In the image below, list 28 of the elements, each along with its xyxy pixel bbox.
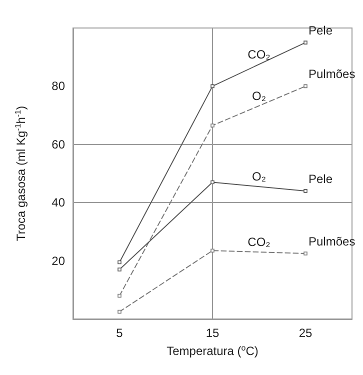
y-tick-label: 40 [52,196,66,210]
annotation: CO₂ [248,47,271,62]
point [210,124,214,128]
y-tick-label: 20 [52,254,66,268]
annotation: O₂ [252,88,266,103]
point [304,84,308,88]
point [118,310,122,314]
point [210,248,214,253]
annotation: Pulmões [308,234,356,249]
annotation: Pulmões [308,67,356,82]
point [118,294,122,298]
annotation: Pele [308,24,333,38]
point [304,40,308,44]
point [304,252,308,256]
annotation: Pele [308,172,333,186]
point [118,260,122,264]
annotation: O₂ [252,170,266,184]
x-tick-label: 15 [206,326,220,340]
point [210,180,214,184]
annotation: CO₂ [248,235,271,250]
point [118,268,122,272]
x-tick-label: 25 [298,326,312,340]
point [210,84,214,88]
y-tick-label: 80 [52,79,66,94]
y-tick-label: 60 [52,137,66,152]
x-tick-label: 5 [116,326,124,340]
point [304,189,308,193]
y-axis-title: Troca gasosa (ml Kg-1h-1) [14,106,28,242]
